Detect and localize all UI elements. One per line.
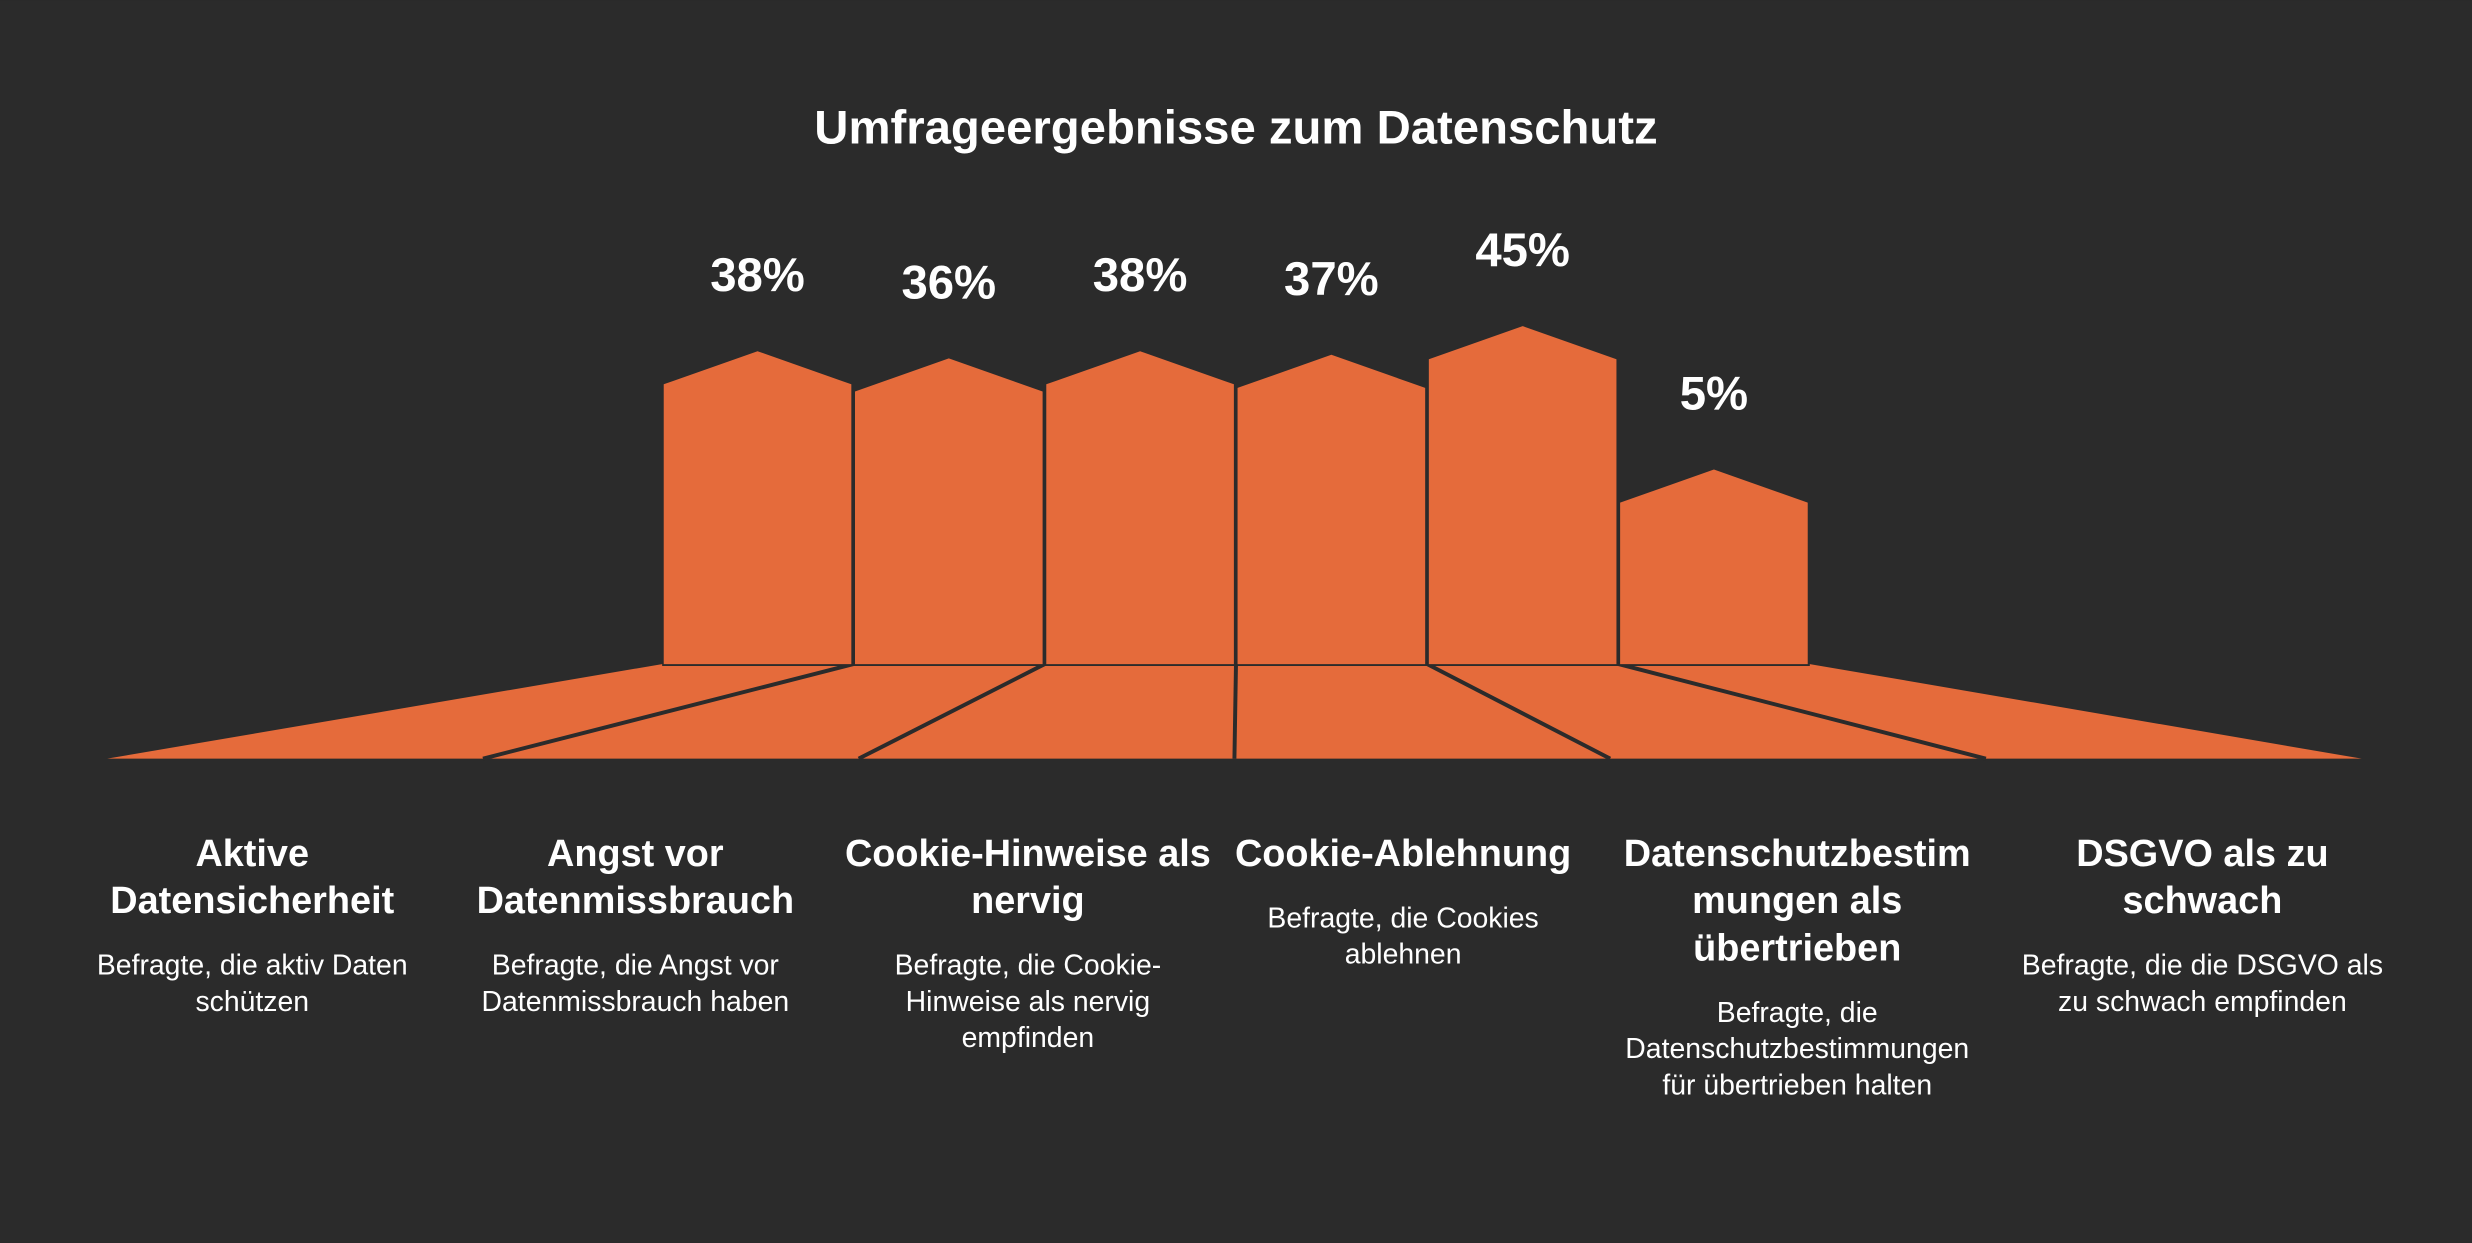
category-block: DSGVO als zu schwach Befragte, die die DS… [2016, 831, 2388, 1020]
floor-divider [1618, 662, 1987, 761]
category-title: DSGVO als zu schwach [2076, 832, 2329, 923]
value-label: 38% [710, 249, 805, 302]
category-title: Cookie-Ablehnung [1234, 832, 1572, 876]
value-label: 36% [901, 256, 996, 309]
bar [854, 358, 1043, 665]
bar [1428, 326, 1617, 665]
category-block: Datenschutzbestimmungen als übertrieben B… [1611, 831, 1983, 1104]
floor-divider [1232, 664, 1238, 759]
category-block: Angst vor Datenmissbrauch Befragte, die A… [449, 831, 821, 1020]
category-description: Befragte, die aktiv Daten schützen [96, 949, 408, 1018]
category-description: Befragte, die Datenschutzbestimmungen fü… [1625, 996, 1970, 1101]
value-label: 5% [1680, 368, 1748, 421]
category-column: Cookie-Hinweise als nervig Befragte, die … [842, 831, 1214, 1056]
bar [1620, 469, 1808, 665]
category-description: Befragte, die Cookie-Hinweise als nervig… [894, 949, 1162, 1054]
category-title: Aktive Datensicherheit [110, 832, 395, 923]
category-title: Angst vor Datenmissbrauch [476, 832, 795, 923]
category-block: Cookie-Ablehnung Befragte, die Cookies ab… [1217, 831, 1589, 973]
category-block: Cookie-Hinweise als nervig Befragte, die … [842, 831, 1214, 1056]
category-description: Befragte, die Angst vor Datenmissbrauch … [481, 949, 790, 1018]
value-label: 45% [1475, 224, 1570, 277]
floor-divider [857, 662, 1046, 761]
category-column: Cookie-Ablehnung Befragte, die Cookies ab… [1217, 831, 1589, 973]
bar [1046, 351, 1234, 665]
category-column: DSGVO als zu schwach Befragte, die die DS… [2016, 831, 2388, 1020]
chart-title: Umfrageergebnisse zum Datenschutz [814, 102, 1657, 155]
floor-divider [1426, 662, 1612, 761]
floor-divider [482, 662, 854, 761]
bar [663, 351, 852, 665]
category-column: Angst vor Datenmissbrauch Befragte, die A… [449, 831, 821, 1020]
value-label: 37% [1284, 253, 1379, 306]
category-column: Aktive Datensicherheit Befragte, die akti… [66, 831, 438, 1020]
bar [1237, 354, 1426, 665]
category-block: Aktive Datensicherheit Befragte, die akti… [66, 831, 438, 1020]
category-description: Befragte, die Cookies ablehnen [1267, 902, 1539, 970]
category-description: Befragte, die die DSGVO als zu schwach e… [2021, 949, 2384, 1018]
value-label: 38% [1093, 249, 1188, 302]
category-title: Cookie-Hinweise als nervig [844, 832, 1211, 923]
category-column: Datenschutzbestimmungen als übertrieben B… [1611, 831, 1983, 1104]
category-title: Datenschutzbestimmungen als übertrieben [1623, 832, 1971, 970]
